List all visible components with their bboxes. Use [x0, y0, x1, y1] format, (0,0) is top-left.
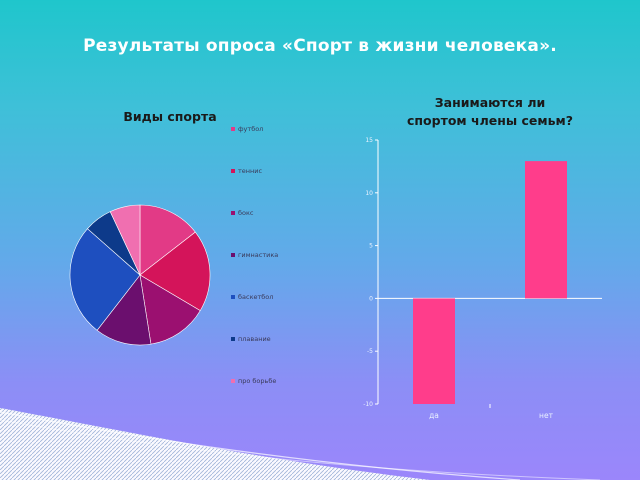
x-category-label: нет — [539, 411, 554, 420]
legend-item-6: про борьбе — [231, 376, 276, 386]
legend-swatch — [231, 169, 235, 173]
pie-slice-1 — [139, 231, 211, 312]
legend-swatch — [231, 253, 235, 257]
x-category-label: да — [429, 411, 439, 420]
y-tick-label: 0 — [369, 295, 373, 302]
bar-да — [413, 298, 455, 404]
pie-slice-4 — [69, 228, 141, 331]
decorative-wave — [0, 408, 601, 480]
pie-chart-title: Виды спорта — [123, 109, 217, 124]
legend-label: про борьбе — [238, 377, 277, 385]
legend-item-1: теннис — [231, 166, 262, 176]
y-tick-label: 10 — [365, 190, 373, 197]
legend-label: гимнастика — [238, 251, 279, 259]
bar-chart: -10 -5 0 5 10 15 да нет — [363, 137, 602, 420]
y-tick-label: -5 — [367, 348, 373, 355]
pie-slice-3 — [96, 274, 152, 346]
legend-label: плавание — [238, 335, 271, 343]
pie-chart — [69, 204, 211, 346]
bar-chart-title-line-1: Занимаются ли — [434, 95, 546, 110]
pie-slice-2 — [139, 274, 201, 345]
y-tick-label: 5 — [369, 243, 373, 250]
y-tick-label: -10 — [363, 401, 373, 408]
legend-item-5: плавание — [231, 334, 271, 344]
legend-swatch — [231, 295, 235, 299]
y-tick-label: 15 — [365, 137, 373, 144]
legend-swatch — [231, 337, 235, 341]
bar-chart-title-line-2: спортом члены семьм? — [407, 113, 573, 128]
pie-slice-0 — [139, 204, 196, 276]
legend-item-3: гимнастика — [231, 250, 278, 260]
legend-item-4: баскетбол — [231, 292, 273, 302]
legend-item-0: футбол — [231, 124, 263, 134]
legend-swatch — [231, 379, 235, 383]
legend-swatch — [231, 127, 235, 131]
bar-chart-title: Занимаются ли спортом члены семьм? — [370, 94, 610, 130]
legend-label: футбол — [238, 125, 264, 133]
legend-item-2: бокс — [231, 208, 254, 218]
legend-label: теннис — [238, 167, 263, 175]
pie-slice-6 — [109, 204, 141, 276]
legend-label: баскетбол — [238, 293, 274, 301]
slide-title: Результаты опроса «Спорт в жизни человек… — [83, 36, 557, 56]
legend-swatch — [231, 211, 235, 215]
legend-label: бокс — [238, 209, 254, 217]
bar-нет — [525, 161, 567, 299]
